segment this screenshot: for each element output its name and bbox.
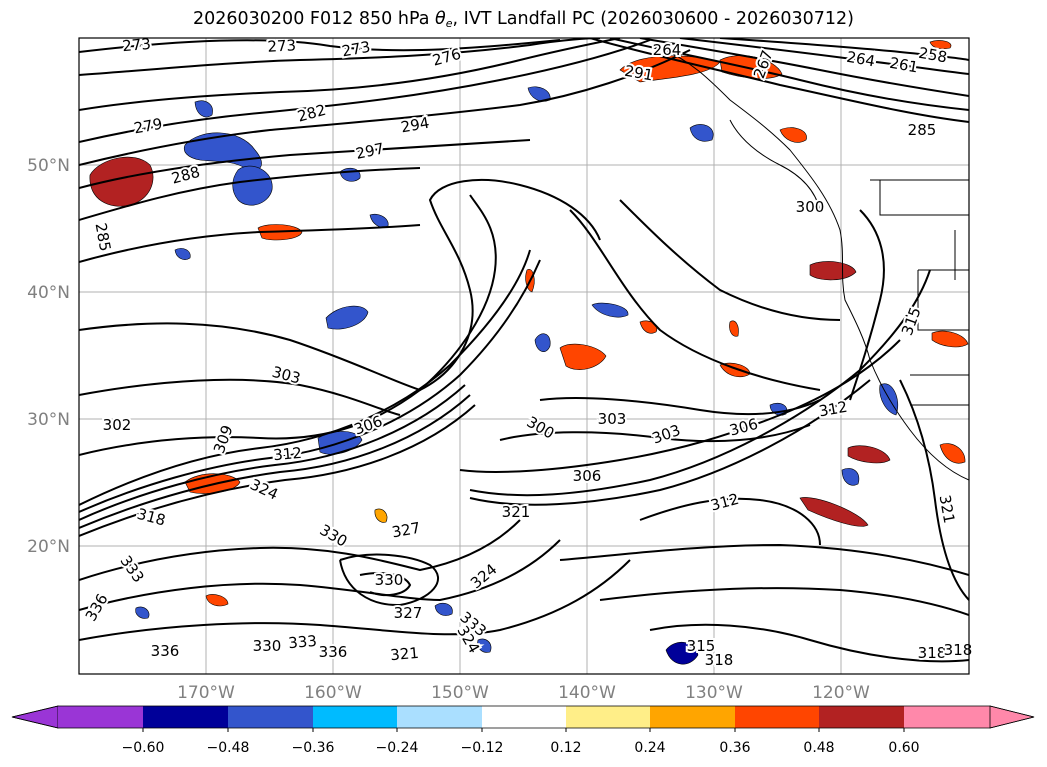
colorbar-tick-label: 0.60	[888, 740, 919, 756]
colorbar-segment	[313, 706, 397, 728]
lat-ticks: 50°N 40°N 30°N 20°N	[27, 156, 70, 557]
contour-label-halo: 336	[319, 643, 348, 661]
colorbar-segment	[397, 706, 482, 728]
lon-tick-label: 130°W	[685, 683, 743, 703]
contour-label: 291	[623, 62, 654, 85]
contour-label: 330	[375, 571, 404, 589]
contour-label-halo: 318	[944, 641, 973, 659]
contour-label: 318	[944, 641, 973, 659]
contour-label: 318	[705, 651, 734, 669]
colorbar-under-arrow	[11, 705, 59, 729]
contour-label-halo: 327	[394, 604, 423, 622]
contour-label-halo: 273	[267, 36, 297, 55]
colorbar-segment	[143, 706, 228, 728]
coastlines	[659, 47, 969, 481]
colorbar-segment	[566, 706, 650, 728]
contour-label: 285	[92, 221, 115, 252]
contour-label-halo: 312	[817, 398, 848, 421]
contour-label-halo: 306	[573, 467, 602, 485]
contour-label: 300	[796, 198, 825, 216]
lat-tick-label: 40°N	[27, 283, 70, 303]
colorbar-segment	[228, 706, 313, 728]
lat-tick-label: 30°N	[27, 410, 70, 430]
contour-label: 294	[399, 114, 430, 137]
contour-label-halo: 330	[253, 637, 282, 655]
colorbar-tick-label: 0.24	[634, 740, 665, 756]
map-title: 2026030200 F012 850 hPa θe, IVT Landfall…	[192, 9, 854, 30]
lon-tick-label: 160°W	[304, 683, 362, 703]
colorbar-ticks: −0.60 −0.48 −0.36 −0.24 −0.12 0.12 0.24 0.36 0.4…	[122, 728, 920, 756]
contour-label: 261	[888, 54, 919, 77]
contour-label-halo: 336	[151, 642, 180, 660]
contour-label: 303	[598, 410, 627, 428]
contour-label: 333	[288, 632, 318, 652]
lon-ticks: 170°W 160°W 150°W 140°W 130°W 120°W	[177, 683, 870, 703]
colorbar-segment	[482, 706, 566, 728]
contour-label: 264	[653, 41, 682, 59]
colorbar-segment	[58, 706, 143, 728]
contour-label-halo: 303	[598, 410, 627, 428]
contour-label: 327	[394, 604, 423, 622]
contour-label: 273	[122, 35, 152, 55]
contour-label: 264	[845, 48, 876, 71]
contour-label: 336	[319, 643, 348, 661]
contour-label: 327	[390, 519, 421, 542]
theta-e-contours	[79, 38, 969, 663]
colorbar-tick-label: −0.60	[122, 740, 165, 756]
contour-label-halo: 300	[796, 198, 825, 216]
contour-label: 302	[103, 416, 132, 434]
contour-label: 318	[918, 644, 947, 662]
colorbar-tick-label: 0.12	[550, 740, 581, 756]
contour-label-halo: 318	[918, 644, 947, 662]
contour-label: 336	[151, 642, 180, 660]
map-frame	[78, 37, 970, 675]
colorbar-segment	[650, 706, 735, 728]
colorbar-tick-label: 0.48	[803, 740, 834, 756]
contour-label-halo: 315	[687, 637, 716, 655]
contour-label: 285	[908, 121, 937, 139]
colorbar-segment	[904, 706, 990, 728]
colorbar-tick-label: −0.48	[207, 740, 250, 756]
colorbar-frame	[11, 705, 1035, 729]
contour-label: 312	[817, 398, 848, 421]
lon-tick-label: 170°W	[177, 683, 235, 703]
contour-label: 312	[273, 444, 303, 464]
colorbar	[11, 705, 1035, 729]
contour-label-halo: 321	[502, 503, 531, 521]
lat-tick-label: 50°N	[27, 156, 70, 176]
contour-label: 258	[917, 44, 948, 67]
contour-label: 273	[267, 36, 297, 55]
contour-label-halo: 264	[653, 41, 682, 59]
contour-label-halo: 318	[705, 651, 734, 669]
contour-label: 321	[936, 493, 959, 524]
colorbar-tick-label: 0.36	[719, 740, 750, 756]
contour-label: 306	[573, 467, 602, 485]
contour-label-halo: 285	[908, 121, 937, 139]
contour-label: 330	[253, 637, 282, 655]
lon-tick-label: 150°W	[431, 683, 489, 703]
colorbar-segment	[735, 706, 819, 728]
contour-label: 273	[340, 38, 371, 61]
contour-label-halo: 302	[103, 416, 132, 434]
lon-tick-label: 140°W	[558, 683, 616, 703]
contour-label: 297	[354, 139, 386, 163]
contour-label: 321	[390, 644, 420, 664]
colorbar-segment	[819, 706, 904, 728]
colorbar-tick-label: −0.24	[376, 740, 419, 756]
lon-tick-label: 120°W	[812, 683, 870, 703]
colorbar-tick-label: −0.12	[461, 740, 504, 756]
contour-label-halo: 330	[375, 571, 404, 589]
contour-label: 279	[132, 115, 163, 138]
contour-label: 321	[502, 503, 531, 521]
colorbar-tick-label: −0.36	[292, 740, 335, 756]
contour-label: 315	[687, 637, 716, 655]
colorbar-over-arrow	[989, 705, 1035, 729]
lat-tick-label: 20°N	[27, 537, 70, 557]
